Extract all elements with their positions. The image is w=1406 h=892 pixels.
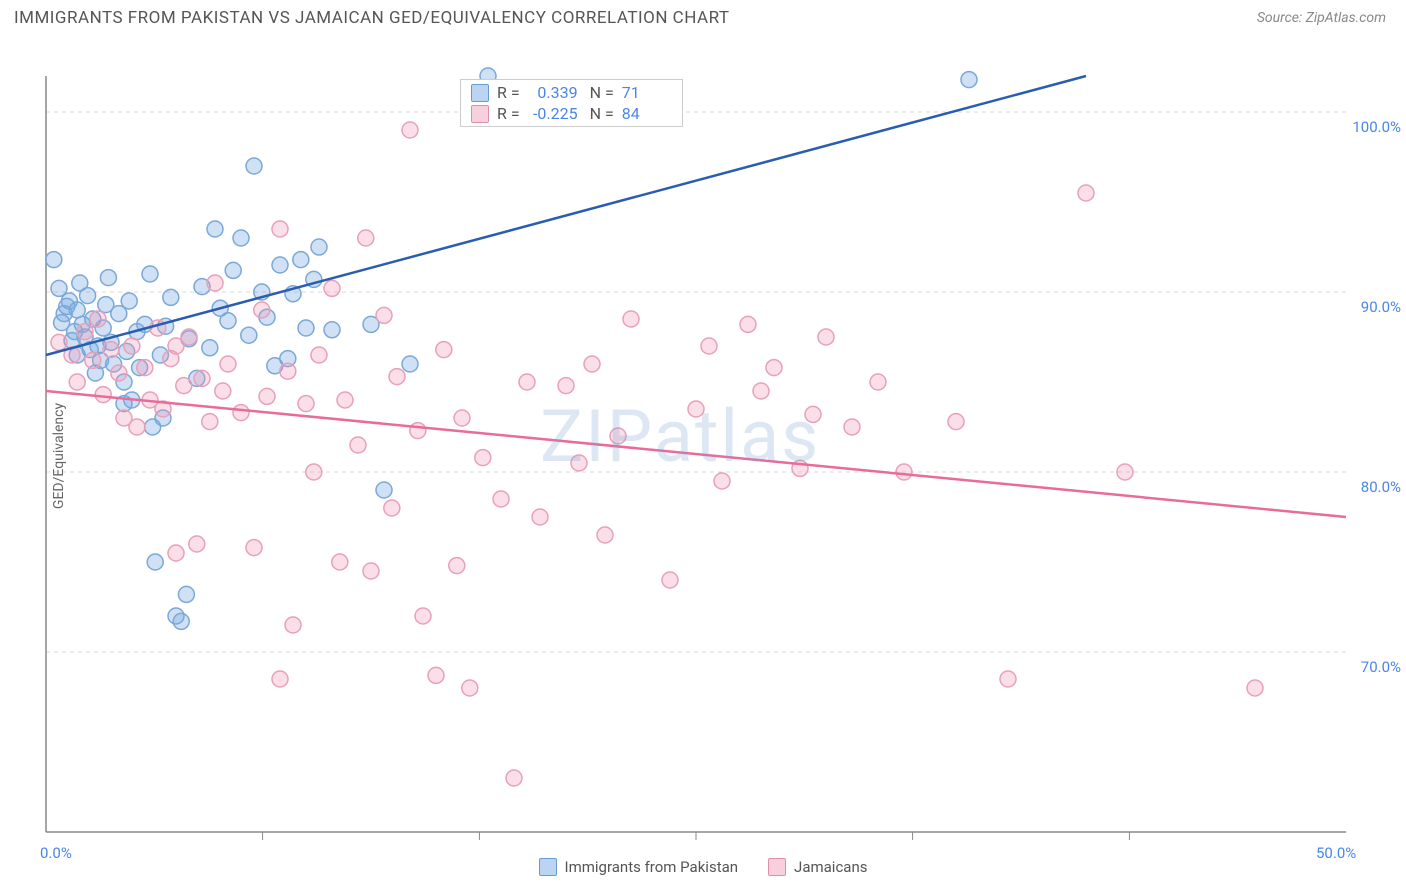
legend-swatch: [539, 858, 557, 876]
n-value: 71: [622, 83, 672, 102]
y-tick-label: 90.0%: [1361, 298, 1401, 316]
stats-legend-box: R = 0.339 N = 71 R = -0.225 N = 84: [460, 79, 683, 127]
legend-label: Jamaicans: [794, 858, 867, 876]
chart-area: GED/Equivalency ZIPatlas R =0.339 N =71R…: [0, 32, 1406, 880]
y-tick-label: 80.0%: [1361, 478, 1401, 496]
legend-swatch: [768, 858, 786, 876]
stats-row: R = 0.339 N = 71: [461, 82, 682, 103]
r-label: R =: [497, 83, 520, 102]
chart-header: IMMIGRANTS FROM PAKISTAN VS JAMAICAN GED…: [0, 0, 1406, 32]
n-label: N =: [586, 104, 614, 123]
series-swatch: [471, 84, 489, 102]
r-label: R =: [497, 104, 520, 123]
y-tick-label: 100.0%: [1352, 118, 1401, 136]
scatter-chart: [0, 32, 1406, 852]
n-label: N =: [586, 83, 614, 102]
x-tick-label: 50.0%: [1316, 844, 1356, 862]
y-tick-label: 70.0%: [1361, 658, 1401, 676]
x-tick-label: 0.0%: [40, 844, 72, 862]
y-axis-label: GED/Equivalency: [51, 403, 67, 509]
series-swatch: [471, 105, 489, 123]
chart-source: Source: ZipAtlas.com: [1257, 10, 1386, 26]
chart-title: IMMIGRANTS FROM PAKISTAN VS JAMAICAN GED…: [14, 8, 730, 28]
legend-bottom: Immigrants from Pakistan Jamaicans: [0, 858, 1406, 876]
legend-label: Immigrants from Pakistan: [565, 858, 739, 876]
r-value: 0.339: [528, 83, 578, 102]
r-value: -0.225: [528, 104, 578, 123]
stats-row: R = -0.225 N = 84: [461, 103, 682, 124]
legend-item: Immigrants from Pakistan: [539, 858, 739, 876]
n-value: 84: [622, 104, 672, 123]
legend-item: Jamaicans: [768, 858, 867, 876]
